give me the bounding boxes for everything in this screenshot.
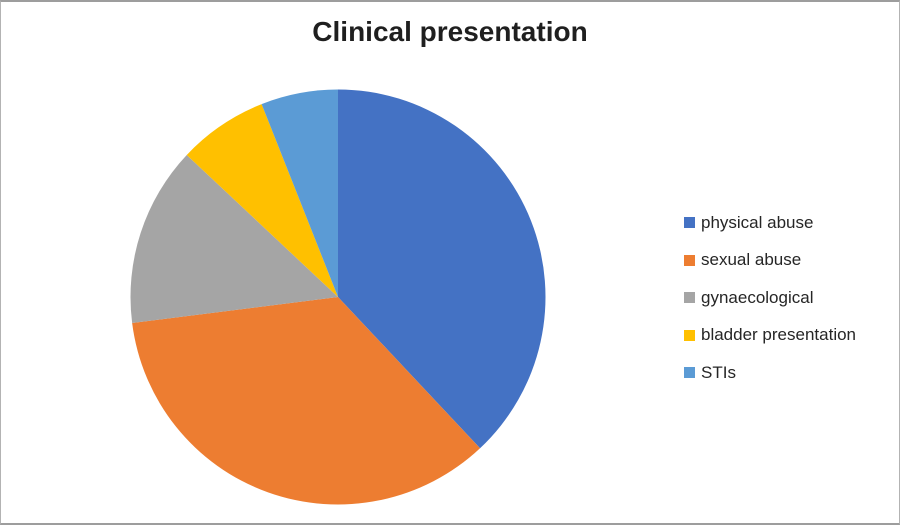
- chart-legend: physical abuse sexual abuse gynaecological…: [684, 204, 856, 392]
- legend-label: gynaecological: [701, 287, 814, 307]
- pie-slice-bladder-presentation[interactable]: [186, 104, 338, 297]
- legend-item-physical-abuse[interactable]: physical abuse: [684, 204, 856, 242]
- legend-label: bladder presentation: [701, 325, 857, 345]
- legend-item-sexual-abuse[interactable]: sexual abuse: [684, 242, 856, 280]
- pie-slice-sexual-abuse[interactable]: [132, 297, 481, 505]
- pie-slice-stis[interactable]: [261, 89, 338, 298]
- chart-title: Clinical presentation: [312, 16, 588, 47]
- legend-swatch-icon: [684, 217, 695, 229]
- legend-item-bladder-presentation[interactable]: bladder presentation: [684, 317, 856, 355]
- legend-label: STIs: [701, 362, 736, 382]
- pie-slice-gynaecological[interactable]: [130, 154, 338, 324]
- legend-swatch-icon: [684, 367, 695, 379]
- pie-slice-physical-abuse[interactable]: [338, 89, 546, 449]
- pie-chart: [130, 89, 546, 505]
- legend-label: physical abuse: [701, 212, 814, 232]
- legend-swatch-icon: [684, 292, 695, 304]
- legend-label: sexual abuse: [701, 250, 802, 270]
- legend-item-stis[interactable]: STIs: [684, 354, 856, 392]
- legend-swatch-icon: [684, 329, 695, 341]
- legend-item-gynaecological[interactable]: gynaecological: [684, 279, 856, 317]
- legend-swatch-icon: [684, 254, 695, 266]
